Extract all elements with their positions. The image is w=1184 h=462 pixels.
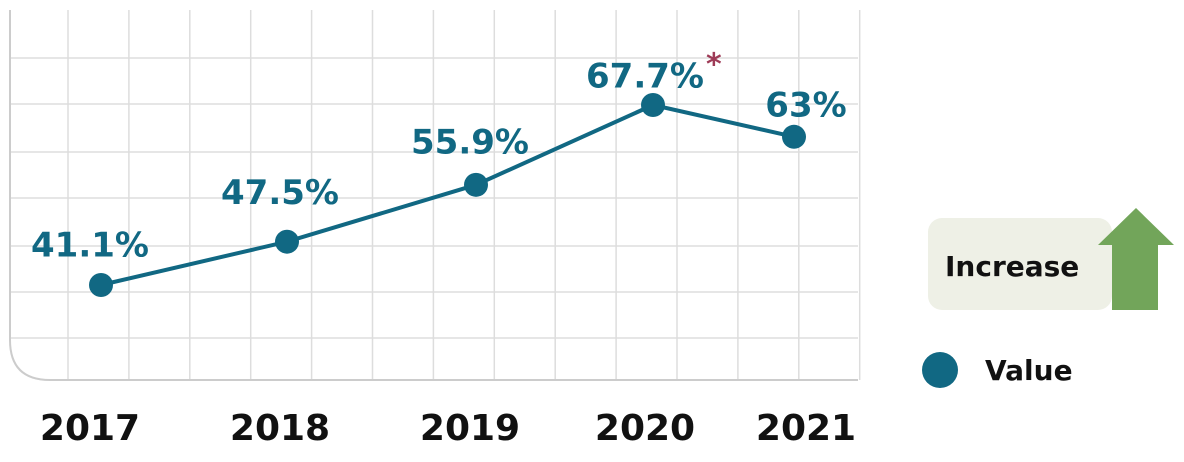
point [89, 273, 113, 297]
point [464, 172, 488, 197]
point [275, 229, 299, 254]
plot-frame [9, 10, 858, 381]
x-tick-label: 2021 [756, 408, 856, 449]
indicator-label: Increase [945, 250, 1079, 283]
annotation: * [706, 48, 722, 83]
point [641, 93, 665, 117]
grid [10, 10, 861, 380]
x-tick-label: 2020 [595, 408, 695, 449]
data-label: 41.1% [31, 226, 149, 266]
legend-label: Value [985, 354, 1073, 387]
x-tick-label: 2018 [230, 408, 330, 449]
point [782, 124, 806, 149]
x-tick-label: 2017 [40, 408, 140, 449]
data-label: 47.5% [221, 173, 339, 213]
data-label: 67.7% [586, 57, 704, 97]
data-label: 55.9% [411, 122, 529, 162]
x-tick-label: 2019 [420, 408, 520, 449]
indicator-box [928, 218, 1112, 310]
data-label: 63% [765, 85, 846, 125]
indicator-arrow [1098, 208, 1174, 310]
legend-marker [922, 352, 958, 388]
